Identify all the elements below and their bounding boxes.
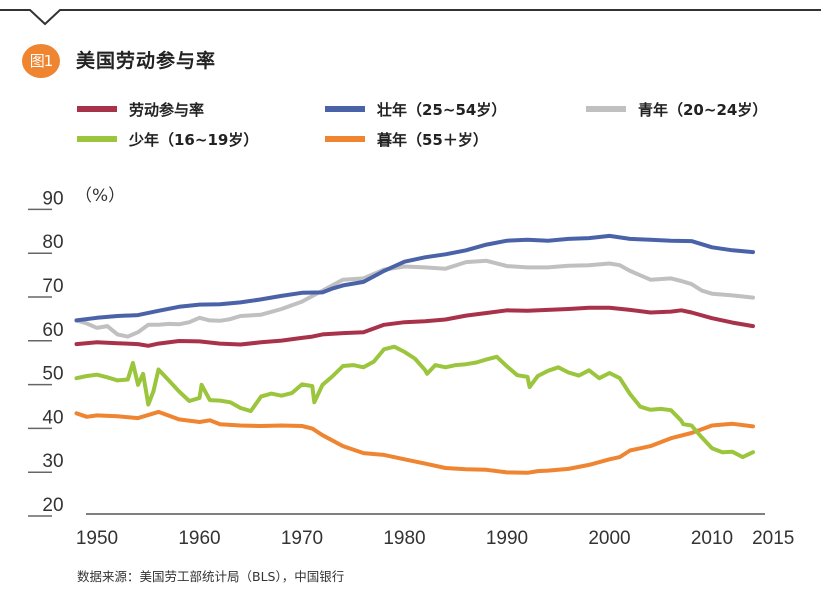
- legend-label: 青年（20~24岁）: [638, 100, 768, 119]
- x-tick-label: 1990: [486, 528, 528, 549]
- x-tick-label: 2010: [691, 528, 733, 549]
- series-line-young-adult: [74, 258, 755, 339]
- series-line-teen: [74, 344, 755, 460]
- legend-item-prime-age: 壮年（25~54岁）: [325, 99, 506, 119]
- legend-item-young-adult: 青年（20~24岁）: [586, 99, 767, 119]
- y-tick-label: 50: [42, 364, 63, 385]
- legend-swatch: [77, 106, 117, 112]
- y-tick-label: 40: [42, 407, 63, 428]
- x-tick-label: 1980: [383, 528, 425, 549]
- y-axis-unit: （%）: [75, 186, 125, 206]
- legend-item-lfpr: 劳动参与率: [77, 99, 204, 119]
- legend-swatch: [586, 106, 626, 112]
- data-source-note: 数据来源：美国劳工部统计局（BLS），中国银行: [77, 569, 345, 584]
- legend-swatch: [77, 136, 117, 142]
- figure-badge: 图1: [22, 44, 60, 78]
- x-tick-label: 1970: [281, 528, 323, 549]
- legend-swatch: [325, 136, 365, 142]
- series-line-prime-age: [74, 233, 755, 323]
- chart-title: 美国劳动参与率: [76, 50, 217, 72]
- x-tick-label: 2015: [752, 528, 794, 549]
- legend-label: 壮年（25~54岁）: [377, 100, 507, 119]
- series-line-senior: [74, 409, 755, 475]
- legend-label: 暮年（55＋岁）: [377, 130, 488, 149]
- y-tick-label: 70: [42, 276, 63, 297]
- series-line-lfpr: [74, 305, 755, 348]
- legend-item-senior: 暮年（55＋岁）: [325, 129, 488, 149]
- legend-swatch: [325, 106, 365, 112]
- y-tick-label: 80: [42, 232, 63, 253]
- y-tick-label: 90: [42, 188, 63, 209]
- legend-label: 劳动参与率: [129, 100, 205, 119]
- x-tick-label: 1960: [178, 528, 220, 549]
- legend-label: 少年（16~19岁）: [129, 130, 259, 149]
- y-tick-label: 60: [42, 320, 63, 341]
- x-tick-label: 1950: [76, 528, 118, 549]
- x-tick-label: 2000: [588, 528, 630, 549]
- legend-item-teen: 少年（16~19岁）: [77, 129, 258, 149]
- header-rule: [0, 9, 821, 26]
- y-tick-label: 30: [42, 451, 63, 472]
- y-tick-label: 20: [42, 495, 63, 516]
